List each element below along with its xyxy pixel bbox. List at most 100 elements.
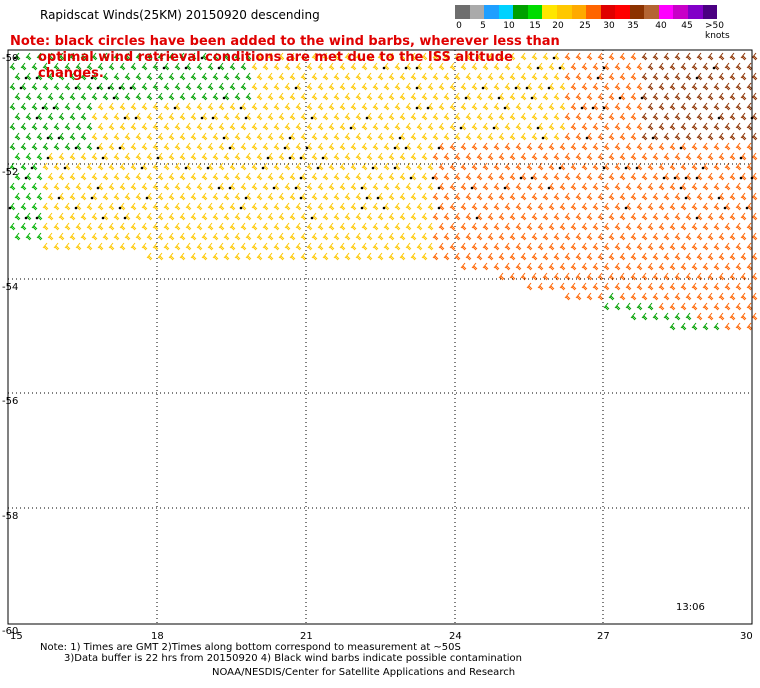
wind-barb: [91, 92, 98, 101]
wind-barb: [245, 232, 252, 241]
contamination-circle: [695, 76, 699, 80]
wind-barb: [212, 92, 219, 101]
wind-barb: [597, 212, 604, 221]
wind-barb: [207, 222, 214, 231]
wind-barb: [636, 82, 643, 91]
wind-barb: [663, 192, 670, 201]
wind-barb: [449, 82, 456, 91]
wind-barb: [223, 192, 230, 201]
wind-barb: [212, 252, 219, 261]
wind-barb: [586, 72, 593, 81]
wind-barb: [91, 152, 98, 161]
wind-barb: [14, 192, 21, 201]
wind-barb: [482, 242, 489, 251]
wind-barb: [696, 312, 703, 321]
wind-barb: [597, 172, 604, 181]
contamination-circle: [96, 146, 100, 150]
wind-barb: [603, 202, 610, 211]
wind-barb: [493, 162, 500, 171]
wind-barb: [399, 252, 406, 261]
wind-barb: [405, 222, 412, 231]
contamination-circle: [184, 166, 188, 170]
wind-barb: [234, 212, 241, 221]
wind-barb: [493, 62, 500, 71]
wind-barb: [289, 172, 296, 181]
wind-barb: [86, 202, 93, 211]
wind-barb: [735, 122, 742, 131]
wind-barb: [91, 172, 98, 181]
contamination-circle: [475, 56, 479, 60]
wind-barb: [245, 152, 252, 161]
wind-barb: [691, 142, 698, 151]
wind-barb: [680, 202, 687, 211]
contamination-circle: [404, 146, 408, 150]
wind-barb: [306, 162, 313, 171]
wind-barb: [36, 172, 43, 181]
contamination-circle: [107, 86, 111, 90]
wind-barb: [273, 122, 280, 131]
wind-barb: [339, 222, 346, 231]
contamination-circle: [717, 196, 721, 200]
wind-barb: [691, 282, 698, 291]
wind-barb: [207, 122, 214, 131]
wind-barb: [641, 252, 648, 261]
wind-barb: [333, 112, 340, 121]
wind-barb: [592, 202, 599, 211]
wind-barb: [597, 232, 604, 241]
wind-barb: [130, 142, 137, 151]
wind-barb: [421, 72, 428, 81]
contamination-circle: [662, 176, 666, 180]
wind-barb: [410, 252, 417, 261]
wind-barb: [515, 222, 522, 231]
wind-barb: [454, 132, 461, 141]
wind-barb: [669, 282, 676, 291]
wind-barb: [295, 122, 302, 131]
contamination-circle: [24, 216, 28, 220]
wind-barb: [229, 202, 236, 211]
wind-barb: [306, 122, 313, 131]
wind-barb: [311, 172, 318, 181]
wind-barb: [652, 152, 659, 161]
wind-barb: [658, 162, 665, 171]
wind-barb: [201, 152, 208, 161]
wind-barb: [152, 102, 159, 111]
wind-barb: [355, 152, 362, 161]
wind-barb: [570, 222, 577, 231]
wind-barb: [47, 52, 54, 61]
wind-barb: [575, 212, 582, 221]
wind-barb: [647, 202, 654, 211]
wind-barb: [663, 52, 670, 61]
wind-barb: [212, 72, 219, 81]
wind-barb: [328, 122, 335, 131]
wind-barb: [207, 82, 214, 91]
wind-barb: [157, 92, 164, 101]
wind-barb: [350, 202, 357, 211]
wind-barb: [438, 102, 445, 111]
wind-barb: [113, 232, 120, 241]
wind-barb: [553, 172, 560, 181]
wind-barb: [185, 102, 192, 111]
wind-barb: [91, 232, 98, 241]
wind-barb: [696, 192, 703, 201]
contamination-circle: [134, 116, 138, 120]
wind-barb: [339, 162, 346, 171]
wind-barb: [608, 132, 615, 141]
contamination-circle: [684, 196, 688, 200]
wind-barb: [564, 72, 571, 81]
wind-barb: [113, 192, 120, 201]
wind-barb: [295, 242, 302, 251]
wind-barb: [421, 52, 428, 61]
wind-barb: [641, 192, 648, 201]
wind-barb: [251, 122, 258, 131]
color-legend: 0 5 10 15 20 25 30 35 40 45 >50 knots: [455, 5, 730, 41]
wind-barb: [454, 212, 461, 221]
wind-barb: [322, 52, 329, 61]
wind-barb: [663, 112, 670, 121]
wind-barb: [311, 152, 318, 161]
wind-barb: [146, 52, 153, 61]
wind-barb: [207, 242, 214, 251]
wind-barb: [141, 82, 148, 91]
wind-barb: [746, 282, 753, 291]
wind-barb: [724, 162, 731, 171]
wind-barb: [421, 212, 428, 221]
